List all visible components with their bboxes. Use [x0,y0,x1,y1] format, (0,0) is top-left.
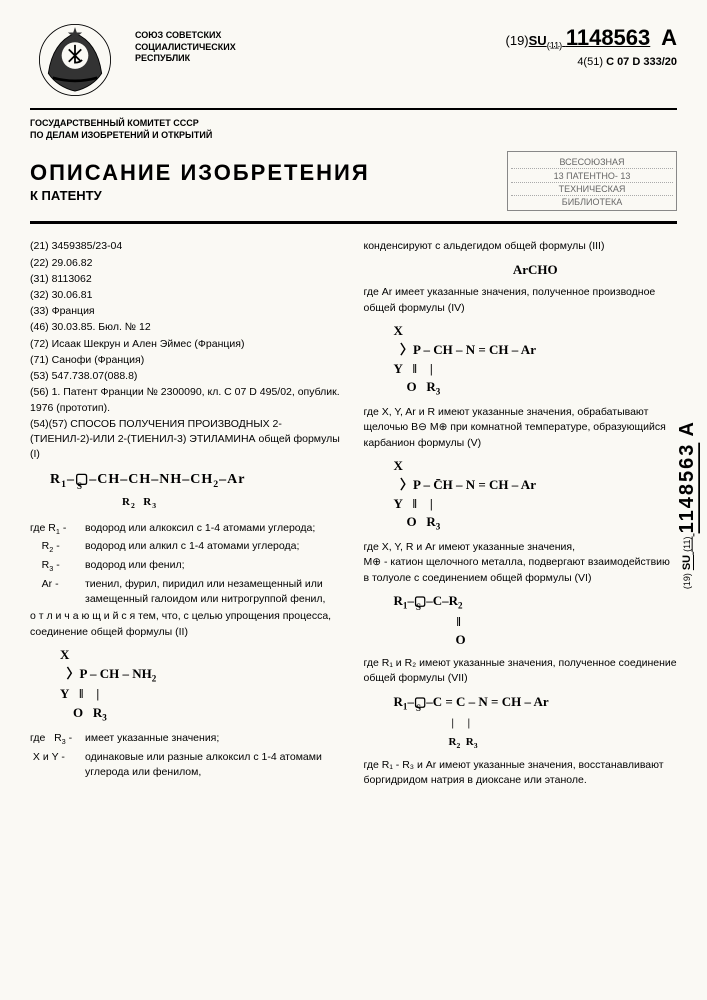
title-row: ОПИСАНИЕ ИЗОБРЕТЕНИЯ К ПАТЕНТУ ВСЕСОЮЗНА… [30,151,677,211]
biblio-54: (54)(57) СПОСОБ ПОЛУЧЕНИЯ ПРОИЗВОДНЫХ 2-… [30,417,344,463]
side-number: 1148563 [676,443,698,534]
side-publication-number: (19) SU (11) 1148563 A [676,420,699,589]
library-stamp: ВСЕСОЮЗНАЯ 13 ПАТЕНТНО- 13 ТЕХНИЧЕСКАЯ Б… [507,151,677,211]
title-block: ОПИСАНИЕ ИЗОБРЕТЕНИЯ К ПАТЕНТУ [30,160,507,203]
text-p6: где R₁ - R₃ и Ar имеют указанные значени… [364,758,678,788]
divider-thick [30,221,677,224]
r3-def: водород или фенил; [85,558,344,575]
stamp-line: ВСЕСОЮЗНАЯ [511,156,673,169]
distinguishing: о т л и ч а ю щ и й с я тем, что, с цель… [30,609,344,639]
formula-6: R1–▢S–C–R2 ‖ O [394,592,678,650]
classification: 4(51) C 07 D 333/20 [414,56,678,68]
r1-def: водород или алкоксил с 1-4 атомами углер… [85,521,344,538]
text-p5: где R₁ и R₂ имеют указанные значения, по… [364,656,678,686]
where-label: Ar - [30,577,85,607]
biblio-31: (31) 8113062 [30,272,344,287]
pub-prefix: (19) [506,33,529,48]
biblio-46: (46) 30.03.85. Бюл. № 12 [30,320,344,335]
side-prefix: (19) [682,573,692,589]
biblio-72: (72) Исаак Шекрун и Ален Эймес (Франция) [30,337,344,352]
stamp-line: БИБЛИОТЕКА [511,197,673,207]
patent-page: СОЮЗ СОВЕТСКИХСОЦИАЛИСТИЧЕСКИХРЕСПУБЛИК … [0,0,707,1000]
side-country: SU [681,555,693,570]
biblio-21: (21) 3459385/23-04 [30,239,344,254]
biblio-53: (53) 547.738.07(088.8) [30,369,344,384]
title-main: ОПИСАНИЕ ИЗОБРЕТЕНИЯ [30,160,507,186]
body-columns: (21) 3459385/23-04 (22) 29.06.82 (31) 81… [30,239,677,788]
formula-7: R1–▢S–C = C – N = CH – Ar | | R2 R3 [394,693,678,752]
right-column: конденсируют с альдегидом общей формулы … [364,239,678,788]
definitions-2: где R3 -имеет указанные значения; X и Y … [30,731,344,780]
side-sub: (11) [682,536,692,551]
where-label: где R1 - [30,521,85,538]
biblio-32: (32) 30.06.81 [30,288,344,303]
biblio-22: (22) 29.06.82 [30,256,344,271]
title-sub: К ПАТЕНТУ [30,188,507,203]
where-label: X и Y - [30,750,85,780]
org-name: СОЮЗ СОВЕТСКИХСОЦИАЛИСТИЧЕСКИХРЕСПУБЛИК [135,20,399,65]
text-p2: где Ar имеет указанные значения, получен… [364,285,678,315]
text-p3: где X, Y, Ar и R имеют указанные значени… [364,405,678,451]
where-label: R2 - [30,539,85,556]
pub-num: 1148563 [566,25,650,50]
formula-4: X 〉P – CH – N = CH – Ar Y ‖ | O R3 [394,322,678,399]
formula-archo: ArCHO [394,261,678,280]
top-row: СОЮЗ СОВЕТСКИХСОЦИАЛИСТИЧЕСКИХРЕСПУБЛИК … [30,20,677,100]
header: СОЮЗ СОВЕТСКИХСОЦИАЛИСТИЧЕСКИХРЕСПУБЛИК … [30,20,677,224]
text-p1: конденсируют с альдегидом общей формулы … [364,239,678,254]
formula-1: R1–▢S–CH–CH–NH–CH2–Ar R2 R3 [50,470,344,512]
biblio-33: (33) Франция [30,304,344,319]
r2-def: водород или алкил с 1-4 атомами углерода… [85,539,344,556]
text-p4b: M⊕ - катион щелочного металла, подвергаю… [364,555,678,585]
pub-sub: (11) [547,41,563,51]
ar-def: тиенил, фурил, пиридил или незамещенный … [85,577,344,607]
definitions: где R1 -водород или алкоксил с 1-4 атома… [30,521,344,608]
stamp-line: ТЕХНИЧЕСКАЯ [511,183,673,196]
biblio-56: (56) 1. Патент Франции № 2300090, кл. C … [30,385,344,415]
biblio-71: (71) Санофи (Франция) [30,353,344,368]
where-label: где R3 - [30,731,85,748]
formula-5: X 〉P – C̄H – N = CH – Ar Y ‖ | O R3 [394,457,678,534]
text-p4: где X, Y, R и Ar имеют указанные значени… [364,540,678,555]
formula-2: X 〉P – CH – NH2 Y ‖ | O R3 [60,646,344,725]
stamp-line: 13 ПАТЕНТНО- 13 [511,170,673,183]
r3-def2: имеет указанные значения; [85,731,344,748]
divider [30,108,677,110]
class-code: C 07 D 333/20 [606,56,677,68]
side-suffix: A [676,420,698,436]
pub-suffix: A [661,25,677,50]
publication-number: (19)SU(11) 1148563 A [414,20,678,51]
pub-block: (19)SU(11) 1148563 A 4(51) C 07 D 333/20 [414,20,678,68]
ussr-emblem [30,20,120,100]
left-column: (21) 3459385/23-04 (22) 29.06.82 (31) 81… [30,239,344,788]
class-prefix: 4(51) [577,56,603,68]
xy-def: одинаковые или разные алкоксил с 1-4 ато… [85,750,344,780]
where-label: R3 - [30,558,85,575]
committee: ГОСУДАРСТВЕННЫЙ КОМИТЕТ СССРПО ДЕЛАМ ИЗО… [30,118,677,141]
pub-country: SU [529,33,547,48]
